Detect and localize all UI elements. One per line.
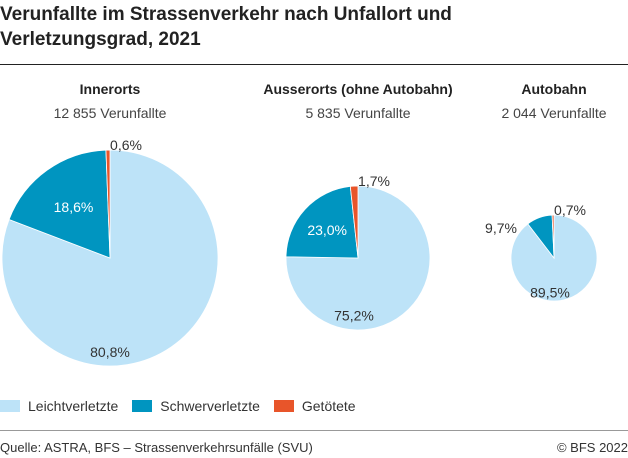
legend-item-getoetet: Getötete bbox=[273, 398, 356, 414]
legend: Leichtverletzte Schwerverletzte Getötete bbox=[0, 398, 356, 414]
pie-slice-schwerverletzte bbox=[8, 149, 111, 259]
legend-swatch bbox=[0, 400, 20, 412]
source-note: Quelle: ASTRA, BFS – Strassenverkehrsunf… bbox=[0, 440, 313, 455]
legend-swatch bbox=[273, 400, 294, 412]
data-label: 80,8% bbox=[90, 344, 130, 360]
data-label: 0,7% bbox=[554, 202, 586, 218]
data-label: 23,0% bbox=[307, 222, 347, 238]
pie-subtitle: 5 835 Verunfallte bbox=[305, 105, 410, 121]
pie-title: Autobahn bbox=[521, 81, 586, 97]
legend-label: Getötete bbox=[301, 398, 356, 414]
chart-title: Verunfallte im Strassenverkehr nach Unfa… bbox=[0, 4, 452, 50]
data-label: 1,7% bbox=[358, 173, 390, 189]
copyright: © BFS 2022 bbox=[556, 440, 628, 455]
legend-item-schwer: Schwerverletzte bbox=[132, 398, 260, 414]
pie-slice-schwerverletzte bbox=[285, 185, 359, 259]
pie-slice-leichtverletzte bbox=[285, 185, 431, 331]
data-label: 75,2% bbox=[334, 308, 374, 324]
pie-charts: Innerorts 12 855 Verunfallte 80,8% 18,6% 0,6… bbox=[1, 81, 607, 367]
pie-slice-getötete bbox=[105, 149, 111, 259]
pie-subtitle: 12 855 Verunfallte bbox=[54, 105, 167, 121]
pie-slice-getötete bbox=[551, 214, 555, 259]
data-label: 9,7% bbox=[485, 220, 517, 236]
pie-subtitle: 2 044 Verunfallte bbox=[501, 105, 606, 121]
legend-swatch bbox=[132, 400, 153, 412]
legend-label: Schwerverletzte bbox=[160, 398, 260, 414]
legend-item-leicht: Leichtverletzte bbox=[0, 398, 118, 414]
top-rule bbox=[0, 64, 628, 65]
pie-slice-getötete bbox=[349, 185, 359, 259]
bottom-rule bbox=[0, 430, 628, 431]
pie-title: Ausserorts (ohne Autobahn) bbox=[263, 81, 452, 97]
data-label: 18,6% bbox=[54, 199, 94, 215]
data-label: 89,5% bbox=[530, 284, 570, 300]
legend-label: Leichtverletzte bbox=[28, 398, 119, 414]
pie-title: Innerorts bbox=[80, 81, 141, 97]
data-label: 0,6% bbox=[110, 137, 142, 153]
